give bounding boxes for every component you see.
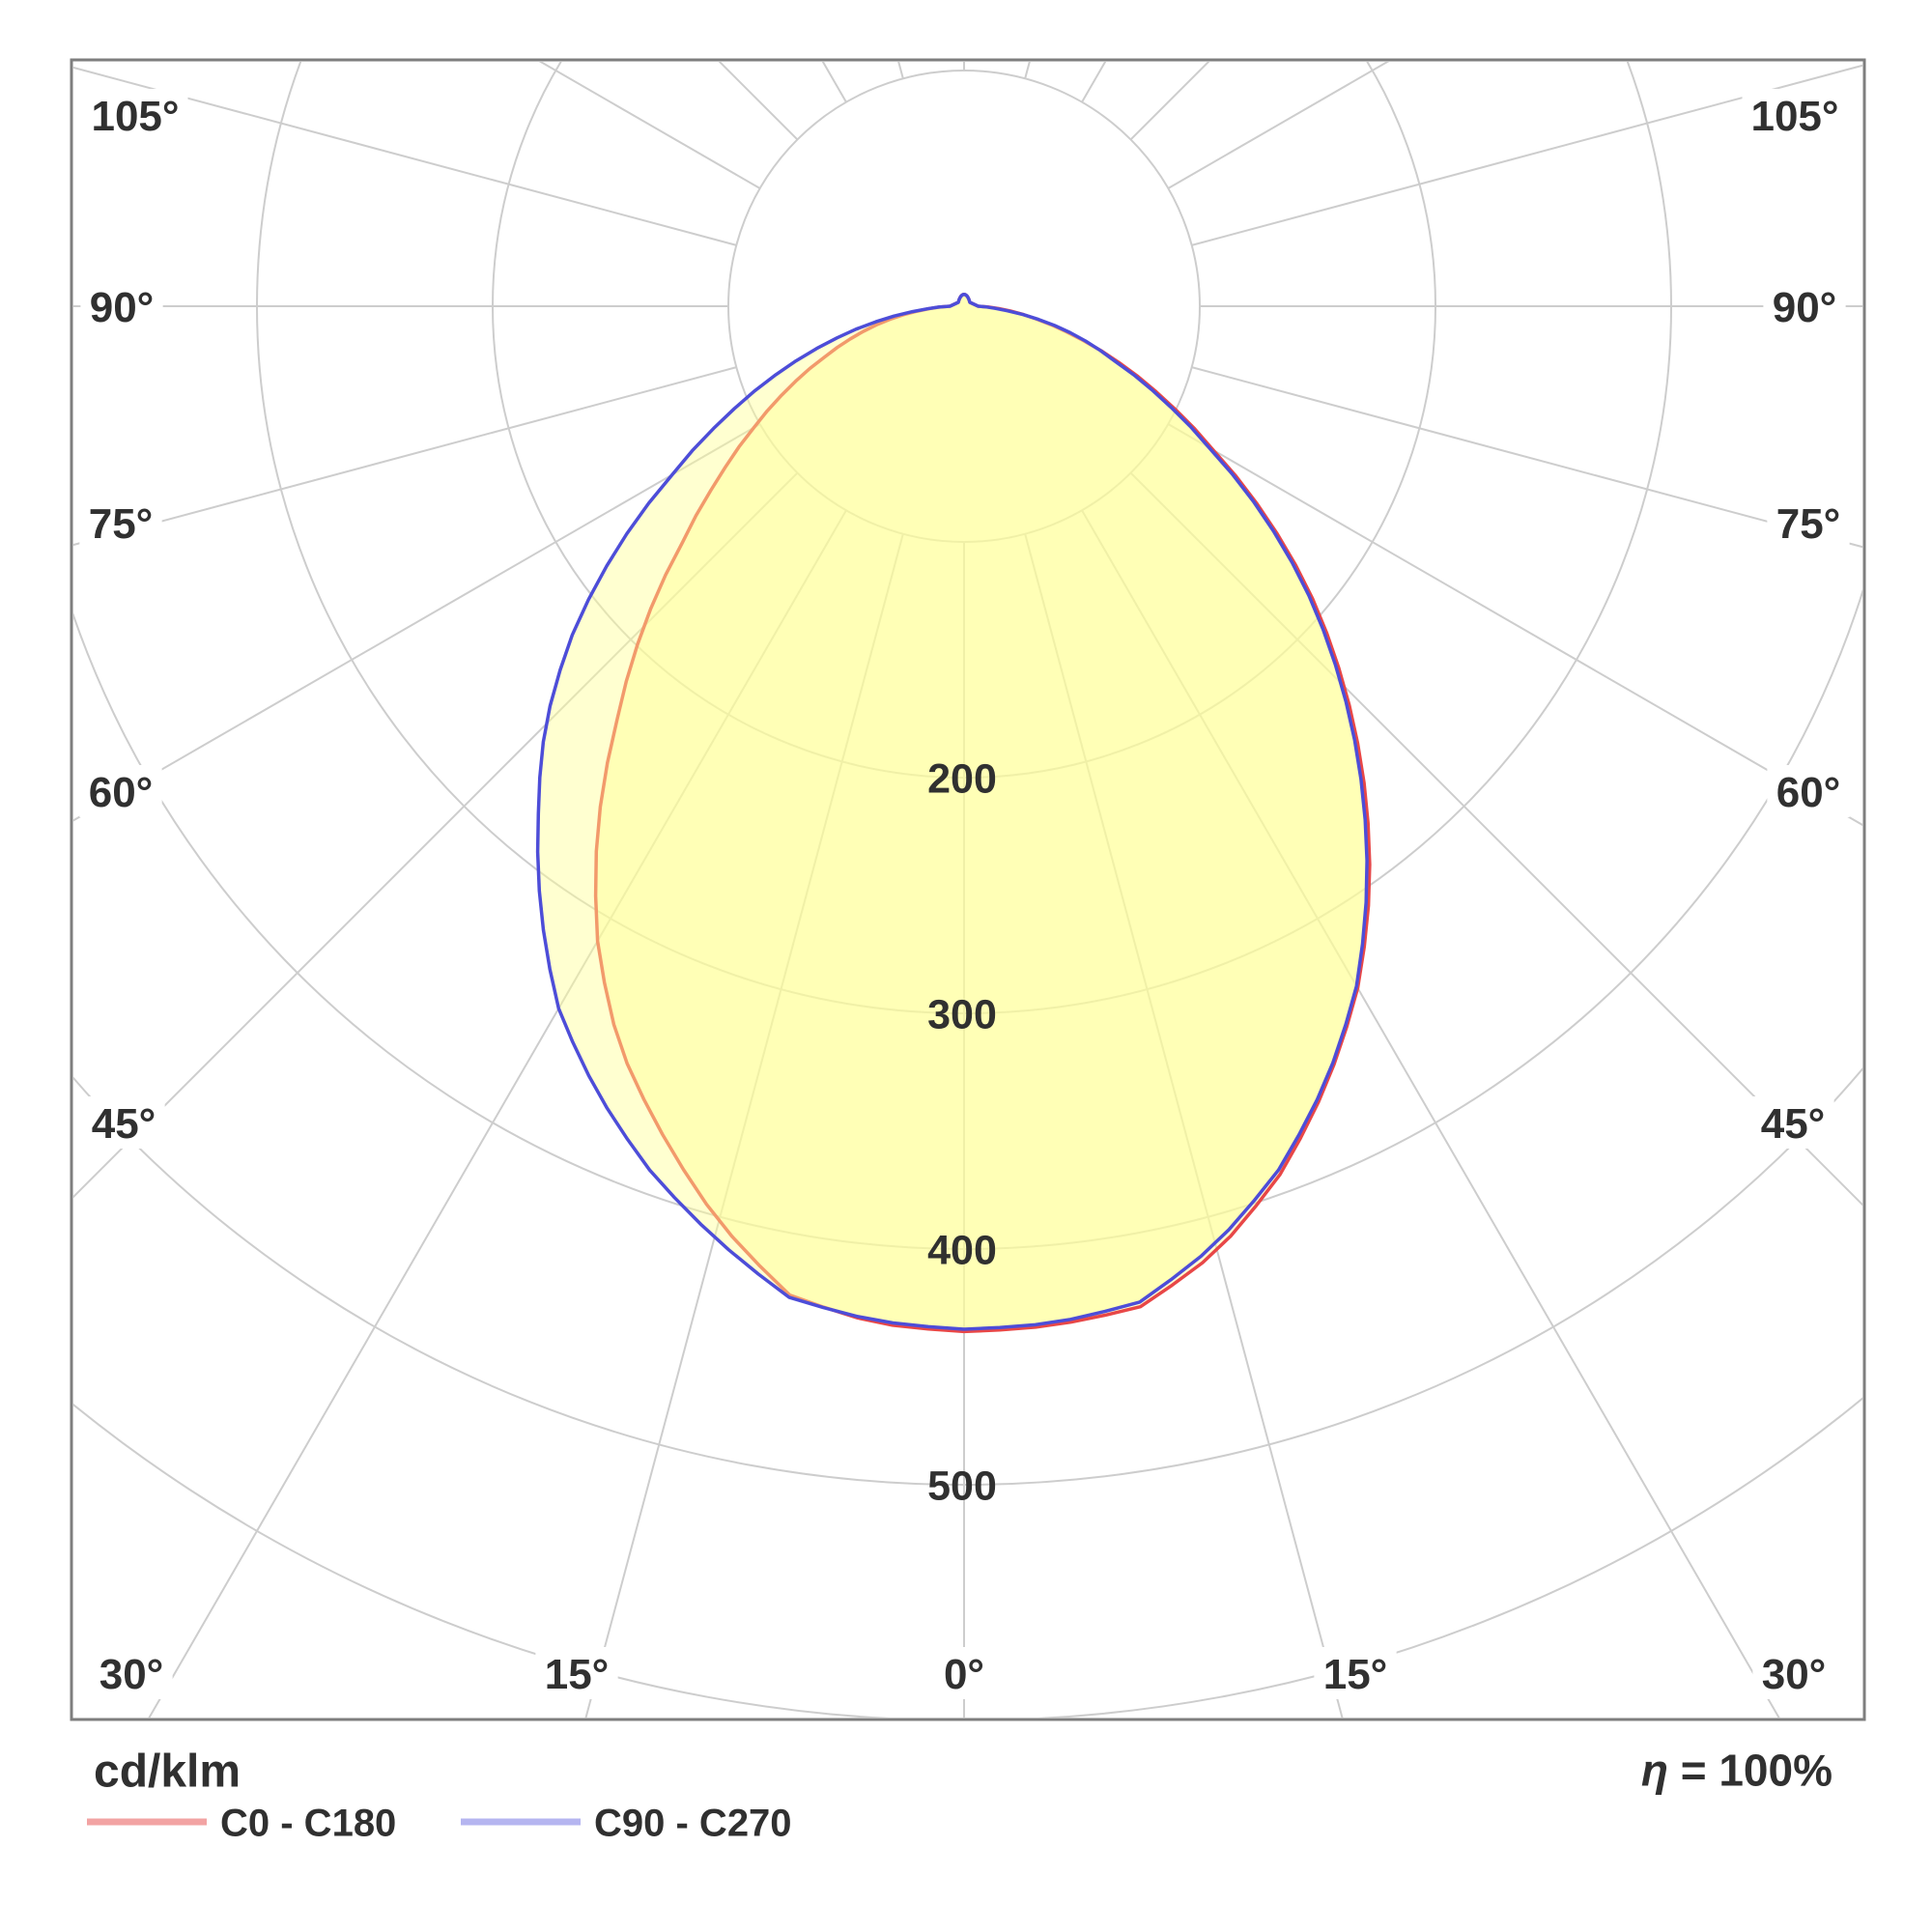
radial-line-105-left xyxy=(73,66,737,246)
angle-label-bg xyxy=(934,1647,994,1699)
angle-label-right: 60° xyxy=(1776,769,1841,816)
radius-value-label: 400 xyxy=(927,1227,997,1273)
angle-label-bottom: 15° xyxy=(1323,1651,1388,1698)
radial-line-15-left xyxy=(584,533,904,1718)
angle-label-bg xyxy=(80,280,163,332)
angle-label-bg xyxy=(1763,280,1846,332)
radial-line-15-right xyxy=(1024,533,1344,1718)
radius-value-label: 500 xyxy=(927,1463,997,1509)
angle-label-right: 90° xyxy=(1773,284,1837,331)
angle-label-bg xyxy=(82,89,188,141)
angle-label-bottom: 30° xyxy=(1762,1651,1827,1698)
angle-label-bottom: 15° xyxy=(545,1651,610,1698)
angle-label-bg xyxy=(90,1647,173,1699)
angle-label-bg xyxy=(1742,89,1848,141)
angle-label-right: 75° xyxy=(1776,500,1841,548)
axis-labels: 105° 90° 75° 60° 45° 105° 90° 75° 60° 45° 30° 15° 0°… xyxy=(79,89,1850,1699)
angle-label-bg xyxy=(82,1096,165,1149)
radial-line-45-right xyxy=(1129,471,1862,1207)
radial-line-30-right xyxy=(1081,509,1780,1718)
curve-c90-c270 xyxy=(535,293,1369,1331)
footer: cd/klm C0 - C180 C90 - C270 η = 100% xyxy=(87,1746,1833,1844)
radial-unit-label: cd/klm xyxy=(94,1746,241,1797)
angle-label-right: 45° xyxy=(1761,1100,1826,1148)
legend: C0 - C180 C90 - C270 xyxy=(87,1802,792,1844)
eta-symbol: η xyxy=(1641,1746,1668,1796)
angle-label-right: 105° xyxy=(1750,93,1838,140)
legend-label-c0-c180: C0 - C180 xyxy=(220,1802,396,1844)
angle-label-bg xyxy=(1767,765,1850,817)
angle-label-bottom: 30° xyxy=(99,1651,164,1698)
angle-label-left: 90° xyxy=(90,284,155,331)
angle-label-left: 75° xyxy=(89,500,154,548)
angle-label-left: 60° xyxy=(89,769,154,816)
radial-line-75-left xyxy=(73,366,737,547)
angle-label-bg xyxy=(79,765,162,817)
radial-line-75-right xyxy=(1191,366,1862,549)
chart-frame xyxy=(70,58,1866,1721)
angle-label-left: 105° xyxy=(91,93,179,140)
angle-label-left: 45° xyxy=(92,1100,156,1148)
efficiency-label: η = 100% xyxy=(1641,1746,1833,1796)
radial-line-45-left xyxy=(73,471,799,1199)
angle-label-bg xyxy=(1314,1647,1397,1699)
radius-value-label: 300 xyxy=(927,991,997,1037)
angle-label-bg xyxy=(1752,1647,1835,1699)
angle-label-bg xyxy=(535,1647,618,1699)
angle-label-bg xyxy=(79,497,162,549)
legend-label-c90-c270: C90 - C270 xyxy=(594,1802,792,1844)
radial-line-60-left xyxy=(73,423,761,822)
angle-label-bottom: 0° xyxy=(944,1651,984,1698)
angle-label-bg xyxy=(1751,1096,1834,1149)
radial-line-30-left xyxy=(148,509,847,1718)
radial-line-60-right xyxy=(1167,423,1862,827)
radius-value-label: 200 xyxy=(927,755,997,802)
radial-line-105-right xyxy=(1191,64,1862,246)
intensity-curves xyxy=(535,293,1372,1334)
angle-label-bg xyxy=(1767,497,1850,549)
